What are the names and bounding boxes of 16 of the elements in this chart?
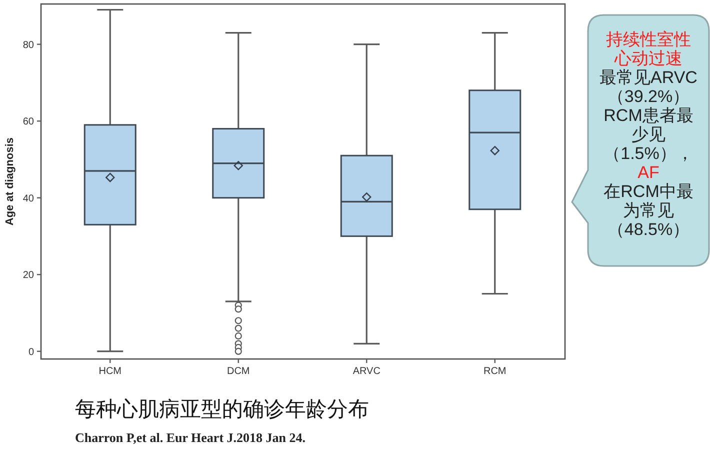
text: 持续性室性心动过速: [605, 30, 692, 68]
text: AF: [636, 163, 660, 182]
x-tick-label: ARVC: [352, 366, 380, 377]
y-tick-label: 60: [22, 116, 34, 128]
text: 最常见ARVC（39.2%）RCM患者最少见（1.5%），: [598, 68, 698, 163]
y-axis-title: Age at diagnosis: [4, 137, 16, 226]
y-tick-label: 80: [22, 40, 34, 51]
x-tick-label: RCM: [483, 366, 506, 377]
text: Charron P,et al. Eur Heart J.2018 Jan 24.: [75, 430, 306, 446]
text: 在RCM中最为常见（48.5%）: [602, 182, 694, 239]
x-tick-label: HCM: [98, 366, 122, 377]
text: 每种心肌病亚型的确诊年龄分布: [75, 397, 369, 423]
y-tick-label: 40: [22, 193, 34, 204]
y-tick-label: 20: [22, 270, 34, 282]
y-tick-label: 0: [28, 346, 34, 358]
x-tick-label: DCM: [226, 366, 250, 377]
